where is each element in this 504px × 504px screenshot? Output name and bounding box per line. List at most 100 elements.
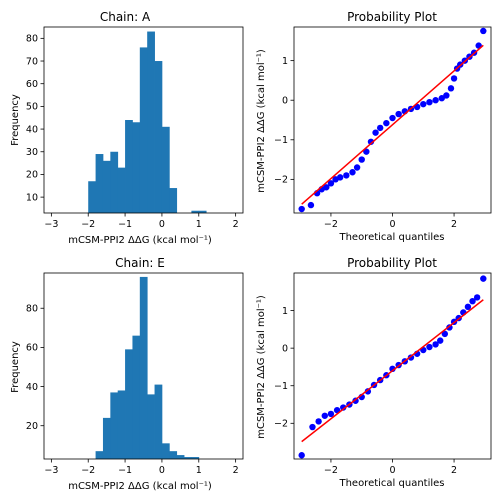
hist-e-bar (139, 276, 148, 459)
hist-a-ytick-label: 40 (26, 124, 38, 135)
hist-e-xtick-label: −2 (81, 465, 95, 476)
hist-e-xlabel: mCSM-PPI2 ΔΔG (kcal mol⁻¹) (68, 481, 212, 492)
hist-e-bar (125, 349, 133, 459)
hist-e-xtick-label: −3 (44, 465, 58, 476)
qq-a-point (376, 124, 384, 132)
qq-a-point (307, 201, 315, 209)
hist-e-bar (154, 384, 163, 459)
hist-e-bar (102, 417, 111, 459)
qq-e-point (298, 452, 305, 459)
hist-e-bar (95, 451, 104, 459)
hist-a-ytick-label: 60 (26, 79, 38, 90)
hist-a-axes: −3 −2 −1 0 1 2 10 20 30 40 50 60 70 80 (26, 26, 244, 230)
qq-a-point (426, 98, 433, 106)
qq-e-point (389, 365, 396, 373)
qq-a-fit-line (301, 44, 484, 205)
qq-e-title: Probability Plot (347, 256, 437, 270)
qq-e-point (321, 412, 328, 419)
hist-e-axes: −3 −2 −1 0 1 2 20 40 60 80 (26, 272, 244, 476)
qq-e-point (364, 388, 372, 395)
hist-a-bar (117, 167, 126, 213)
hist-a-bar (139, 47, 148, 213)
qq-a-point (323, 184, 330, 191)
hist-e-ytick-label: 40 (26, 382, 38, 393)
qq-e-point (473, 294, 481, 301)
qq-a-point (443, 92, 450, 99)
hist-e-bar (191, 457, 200, 459)
qq-a-point (432, 97, 439, 104)
hist-e-bar (147, 394, 155, 459)
qq-a-marks (298, 27, 487, 213)
qq-a-frame (293, 26, 492, 214)
qq-e-frame (293, 272, 492, 460)
qq-e-point (441, 330, 449, 338)
qq-a-ytick-label: 0 (282, 96, 288, 107)
hist-a-bar (191, 210, 200, 213)
qq-e-ytick-label: 0 (282, 343, 288, 354)
qq-e-ytick-label: 1 (282, 306, 288, 317)
qq-a-xtick-label: 2 (451, 219, 457, 230)
qq-e-point (309, 423, 316, 431)
hist-a-title: Chain: A (100, 10, 151, 24)
qq-e-point (432, 341, 439, 348)
qq-a-point (447, 85, 455, 92)
qq-a-ytick-label: −1 (274, 135, 288, 146)
hist-e-xtick-label: −1 (118, 465, 132, 476)
qq-e-point (464, 303, 472, 311)
hist-e-bar (110, 392, 119, 459)
qq-a-point (367, 138, 375, 145)
hist-a-panel: Chain: A −3 −2 −1 0 1 2 10 20 30 40 50 60 70 80 mCSM-… (10, 10, 244, 246)
qq-a-point (420, 100, 427, 108)
hist-a-marks (88, 31, 207, 214)
qq-a-axes: −2 0 2 −2 −1 0 1 (274, 26, 492, 230)
hist-e-bar (117, 390, 126, 459)
qq-a-title: Probability Plot (347, 10, 437, 24)
qq-a-ytick-label: −2 (274, 175, 288, 186)
hist-a-bar (95, 154, 104, 213)
qq-e-point (333, 406, 341, 414)
qq-e-point (480, 275, 487, 282)
qq-a-point (395, 110, 402, 118)
qq-a-point (349, 169, 356, 176)
hist-a-xtick-label: 2 (233, 219, 239, 230)
qq-e-point (437, 337, 444, 344)
qq-e-ytick-label: −1 (274, 381, 288, 392)
hist-a-bar (154, 61, 163, 214)
qq-a-point (480, 27, 487, 35)
qq-e-fit-line (301, 299, 484, 443)
qq-a-point (450, 75, 458, 82)
hist-e-title: Chain: E (115, 256, 165, 270)
qq-a-xlabel: Theoretical quantiles (338, 232, 444, 243)
qq-e-xtick-label: 0 (389, 465, 395, 476)
hist-e-ytick-label: 60 (26, 343, 38, 354)
qq-e-point (315, 418, 322, 425)
hist-a-bar (132, 122, 141, 213)
hist-a-ytick-label: 30 (26, 147, 38, 158)
qq-a-point (298, 205, 305, 213)
qq-a-point (372, 129, 379, 136)
hist-a-bar (147, 31, 155, 213)
hist-e-bar (184, 457, 192, 459)
hist-a-ytick-label: 20 (26, 170, 38, 181)
qq-a-point (363, 148, 370, 155)
qq-a-ylabel: mCSM-PPI2 ΔΔG (kcal mol⁻¹) (256, 49, 267, 193)
hist-a-ytick-label: 80 (26, 34, 38, 45)
hist-e-marks (95, 276, 200, 459)
hist-e-panel: Chain: E −3 −2 −1 0 1 2 20 40 60 80 mCSM-PPI2 ΔΔG… (10, 256, 244, 492)
qq-a-point (343, 172, 350, 179)
qq-a-point (438, 95, 445, 102)
qq-e-ytick-label: −2 (274, 419, 288, 430)
qq-e-panel: Probability Plot −2 0 2 −2 −1 0 1 Theoretical … (256, 256, 492, 489)
hist-e-ytick-label: 20 (26, 421, 38, 432)
qq-e-point (327, 410, 335, 418)
hist-a-ytick-label: 10 (26, 192, 38, 203)
hist-e-bar (161, 443, 170, 459)
hist-a-xtick-label: 1 (196, 219, 202, 230)
qq-e-point (426, 343, 433, 351)
qq-a-point (383, 119, 390, 127)
qq-e-xtick-label: 2 (451, 465, 457, 476)
qq-e-xlabel: Theoretical quantiles (338, 478, 444, 489)
hist-a-bar (102, 160, 111, 213)
